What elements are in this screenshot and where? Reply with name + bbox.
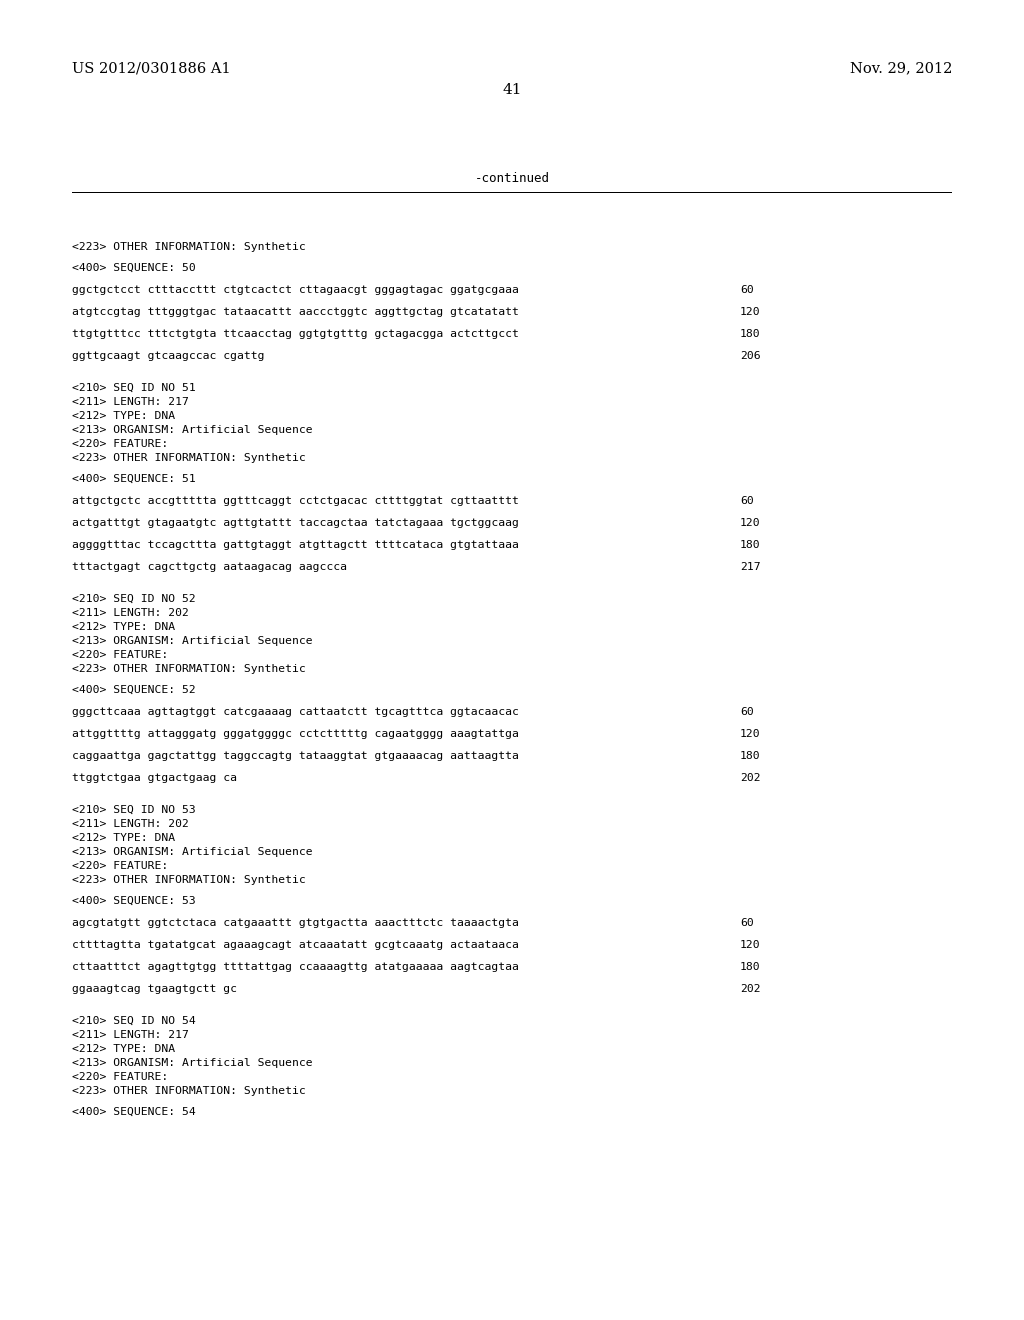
Text: <400> SEQUENCE: 50: <400> SEQUENCE: 50 — [72, 263, 196, 273]
Text: 60: 60 — [740, 496, 754, 506]
Text: actgatttgt gtagaatgtc agttgtattt taccagctaa tatctagaaa tgctggcaag: actgatttgt gtagaatgtc agttgtattt taccagc… — [72, 517, 519, 528]
Text: 120: 120 — [740, 517, 761, 528]
Text: <213> ORGANISM: Artificial Sequence: <213> ORGANISM: Artificial Sequence — [72, 425, 312, 436]
Text: <211> LENGTH: 217: <211> LENGTH: 217 — [72, 397, 188, 407]
Text: <220> FEATURE:: <220> FEATURE: — [72, 861, 168, 871]
Text: 60: 60 — [740, 708, 754, 717]
Text: Nov. 29, 2012: Nov. 29, 2012 — [850, 61, 952, 75]
Text: 217: 217 — [740, 562, 761, 572]
Text: cttttagtta tgatatgcat agaaagcagt atcaaatatt gcgtcaaatg actaataaca: cttttagtta tgatatgcat agaaagcagt atcaaat… — [72, 940, 519, 950]
Text: ttgtgtttcc tttctgtgta ttcaacctag ggtgtgtttg gctagacgga actcttgcct: ttgtgtttcc tttctgtgta ttcaacctag ggtgtgt… — [72, 329, 519, 339]
Text: <210> SEQ ID NO 54: <210> SEQ ID NO 54 — [72, 1016, 196, 1026]
Text: caggaattga gagctattgg taggccagtg tataaggtat gtgaaaacag aattaagtta: caggaattga gagctattgg taggccagtg tataagg… — [72, 751, 519, 762]
Text: ggttgcaagt gtcaagccac cgattg: ggttgcaagt gtcaagccac cgattg — [72, 351, 264, 360]
Text: ttggtctgaa gtgactgaag ca: ttggtctgaa gtgactgaag ca — [72, 774, 237, 783]
Text: 206: 206 — [740, 351, 761, 360]
Text: 180: 180 — [740, 540, 761, 550]
Text: 180: 180 — [740, 962, 761, 972]
Text: <212> TYPE: DNA: <212> TYPE: DNA — [72, 1044, 175, 1053]
Text: <211> LENGTH: 202: <211> LENGTH: 202 — [72, 818, 188, 829]
Text: attggttttg attagggatg gggatggggc cctctttttg cagaatgggg aaagtattga: attggttttg attagggatg gggatggggc cctcttt… — [72, 729, 519, 739]
Text: <220> FEATURE:: <220> FEATURE: — [72, 649, 168, 660]
Text: agcgtatgtt ggtctctaca catgaaattt gtgtgactta aaactttctc taaaactgta: agcgtatgtt ggtctctaca catgaaattt gtgtgac… — [72, 917, 519, 928]
Text: <212> TYPE: DNA: <212> TYPE: DNA — [72, 833, 175, 843]
Text: <212> TYPE: DNA: <212> TYPE: DNA — [72, 622, 175, 632]
Text: ggaaagtcag tgaagtgctt gc: ggaaagtcag tgaagtgctt gc — [72, 983, 237, 994]
Text: <211> LENGTH: 217: <211> LENGTH: 217 — [72, 1030, 188, 1040]
Text: <220> FEATURE:: <220> FEATURE: — [72, 1072, 168, 1082]
Text: <213> ORGANISM: Artificial Sequence: <213> ORGANISM: Artificial Sequence — [72, 636, 312, 645]
Text: 180: 180 — [740, 329, 761, 339]
Text: <223> OTHER INFORMATION: Synthetic: <223> OTHER INFORMATION: Synthetic — [72, 664, 306, 675]
Text: US 2012/0301886 A1: US 2012/0301886 A1 — [72, 61, 230, 75]
Text: 60: 60 — [740, 285, 754, 294]
Text: 120: 120 — [740, 308, 761, 317]
Text: 120: 120 — [740, 729, 761, 739]
Text: cttaatttct agagttgtgg ttttattgag ccaaaagttg atatgaaaaa aagtcagtaa: cttaatttct agagttgtgg ttttattgag ccaaaag… — [72, 962, 519, 972]
Text: <223> OTHER INFORMATION: Synthetic: <223> OTHER INFORMATION: Synthetic — [72, 453, 306, 463]
Text: 60: 60 — [740, 917, 754, 928]
Text: atgtccgtag tttgggtgac tataacattt aaccctggtc aggttgctag gtcatatatt: atgtccgtag tttgggtgac tataacattt aaccctg… — [72, 308, 519, 317]
Text: <212> TYPE: DNA: <212> TYPE: DNA — [72, 411, 175, 421]
Text: tttactgagt cagcttgctg aataagacag aagccca: tttactgagt cagcttgctg aataagacag aagccca — [72, 562, 347, 572]
Text: <213> ORGANISM: Artificial Sequence: <213> ORGANISM: Artificial Sequence — [72, 847, 312, 857]
Text: attgctgctc accgttttta ggtttcaggt cctctgacac cttttggtat cgttaatttt: attgctgctc accgttttta ggtttcaggt cctctga… — [72, 496, 519, 506]
Text: <220> FEATURE:: <220> FEATURE: — [72, 440, 168, 449]
Text: <400> SEQUENCE: 54: <400> SEQUENCE: 54 — [72, 1107, 196, 1117]
Text: <400> SEQUENCE: 52: <400> SEQUENCE: 52 — [72, 685, 196, 696]
Text: <211> LENGTH: 202: <211> LENGTH: 202 — [72, 609, 188, 618]
Text: -continued: -continued — [474, 172, 550, 185]
Text: <223> OTHER INFORMATION: Synthetic: <223> OTHER INFORMATION: Synthetic — [72, 875, 306, 884]
Text: 180: 180 — [740, 751, 761, 762]
Text: <210> SEQ ID NO 53: <210> SEQ ID NO 53 — [72, 805, 196, 814]
Text: <213> ORGANISM: Artificial Sequence: <213> ORGANISM: Artificial Sequence — [72, 1059, 312, 1068]
Text: <223> OTHER INFORMATION: Synthetic: <223> OTHER INFORMATION: Synthetic — [72, 1086, 306, 1096]
Text: <400> SEQUENCE: 53: <400> SEQUENCE: 53 — [72, 896, 196, 906]
Text: aggggtttac tccagcttta gattgtaggt atgttagctt ttttcataca gtgtattaaa: aggggtttac tccagcttta gattgtaggt atgttag… — [72, 540, 519, 550]
Text: 120: 120 — [740, 940, 761, 950]
Text: <400> SEQUENCE: 51: <400> SEQUENCE: 51 — [72, 474, 196, 484]
Text: <210> SEQ ID NO 52: <210> SEQ ID NO 52 — [72, 594, 196, 605]
Text: gggcttcaaa agttagtggt catcgaaaag cattaatctt tgcagtttca ggtacaacac: gggcttcaaa agttagtggt catcgaaaag cattaat… — [72, 708, 519, 717]
Text: <210> SEQ ID NO 51: <210> SEQ ID NO 51 — [72, 383, 196, 393]
Text: 202: 202 — [740, 983, 761, 994]
Text: 41: 41 — [502, 83, 522, 96]
Text: ggctgctcct ctttaccttt ctgtcactct cttagaacgt gggagtagac ggatgcgaaa: ggctgctcct ctttaccttt ctgtcactct cttagaa… — [72, 285, 519, 294]
Text: 202: 202 — [740, 774, 761, 783]
Text: <223> OTHER INFORMATION: Synthetic: <223> OTHER INFORMATION: Synthetic — [72, 242, 306, 252]
